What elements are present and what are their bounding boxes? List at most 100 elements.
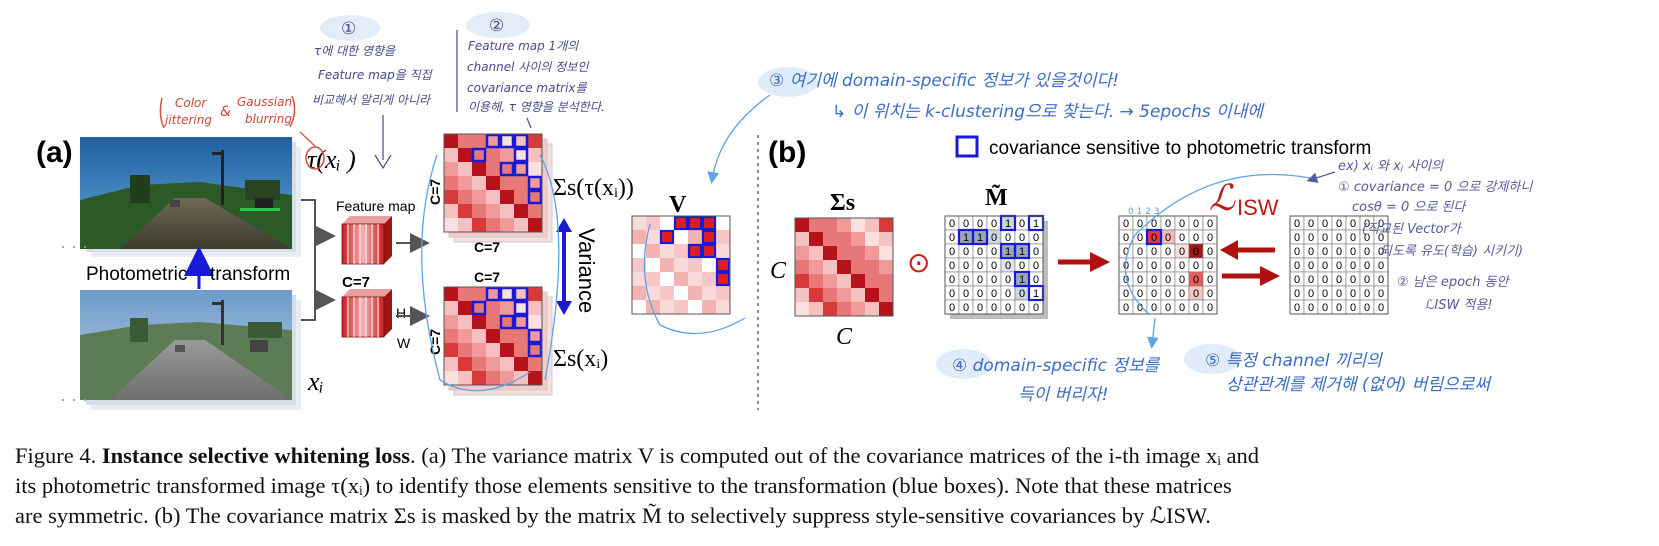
cov-bot-cell bbox=[458, 371, 472, 385]
sigma-cell bbox=[837, 274, 851, 288]
sigma-cell bbox=[851, 260, 865, 274]
v-matrix-cell bbox=[646, 216, 660, 230]
zero-value: 0 bbox=[1350, 232, 1356, 244]
red-arrow-right bbox=[1058, 252, 1110, 272]
panel-b-label: (b) bbox=[768, 136, 806, 169]
mask-sensitive-box bbox=[1013, 270, 1031, 288]
v-sensitive-box bbox=[701, 215, 717, 231]
cov-top-sensitive-box bbox=[499, 161, 515, 177]
svg-text:(직교된 Vector가: (직교된 Vector가 bbox=[1362, 222, 1463, 237]
feature-map-top bbox=[341, 216, 392, 265]
sigma-cell bbox=[823, 232, 837, 246]
cov-bot-cell bbox=[472, 301, 486, 315]
mask-value: 0 bbox=[963, 274, 969, 286]
mask-value: 0 bbox=[963, 246, 969, 258]
sigma-cell bbox=[809, 260, 823, 274]
zero-value: 0 bbox=[1308, 274, 1314, 286]
mask-value: 0 bbox=[991, 302, 997, 314]
svg-text:cosθ = 0 으로 된다: cosθ = 0 으로 된다 bbox=[1352, 200, 1467, 215]
zero-value: 0 bbox=[1364, 218, 1370, 230]
result-value: 0 bbox=[1207, 288, 1213, 300]
zero-value: 0 bbox=[1322, 260, 1328, 272]
cov-top-cell bbox=[472, 134, 486, 148]
sigma-cell bbox=[809, 246, 823, 260]
feature-map-h: H bbox=[396, 305, 406, 321]
mask-value: 0 bbox=[991, 288, 997, 300]
cov-bot-cell bbox=[514, 287, 528, 301]
v-sensitive-box bbox=[687, 243, 703, 259]
v-matrix-cell bbox=[646, 300, 660, 314]
v-matrix-cell bbox=[632, 216, 646, 230]
zero-value: 0 bbox=[1378, 232, 1384, 244]
result-value: 0 bbox=[1137, 218, 1143, 230]
legend-blue-box bbox=[955, 135, 979, 158]
sigma-cell bbox=[865, 260, 879, 274]
zero-value: 0 bbox=[1336, 288, 1342, 300]
zero-value: 0 bbox=[1294, 260, 1300, 272]
v-matrix-cell bbox=[674, 230, 688, 244]
v-matrix-cell bbox=[674, 272, 688, 286]
zero-value: 0 bbox=[1308, 232, 1314, 244]
result-value: 0 bbox=[1123, 246, 1129, 258]
zero-value: 0 bbox=[1336, 246, 1342, 258]
sigma-cell bbox=[851, 232, 865, 246]
svg-text:&: & bbox=[220, 104, 231, 120]
mask-value: 0 bbox=[1019, 232, 1025, 244]
sigma-tau-label: Σs(τ(xᵢ)) bbox=[553, 175, 634, 201]
mask-value: 0 bbox=[991, 218, 997, 230]
cov-bot-sensitive-box bbox=[527, 328, 543, 344]
v-matrix-cell bbox=[660, 286, 674, 300]
cov-bot-cell bbox=[500, 357, 514, 371]
cov-bot-cell bbox=[458, 357, 472, 371]
cov-top-sensitive-box bbox=[513, 161, 529, 177]
cov-top-cell bbox=[500, 190, 514, 204]
zero-value: 0 bbox=[1336, 260, 1342, 272]
v-matrix-cell bbox=[702, 286, 716, 300]
mask-value: 0 bbox=[977, 218, 983, 230]
mask-value: 0 bbox=[1033, 274, 1039, 286]
zero-value: 0 bbox=[1294, 288, 1300, 300]
sigma-cell bbox=[865, 246, 879, 260]
v-matrix-cell bbox=[674, 286, 688, 300]
zero-value: 0 bbox=[1364, 288, 1370, 300]
mask-value: 0 bbox=[963, 218, 969, 230]
mask-value: 0 bbox=[949, 288, 955, 300]
mask-value: 0 bbox=[1019, 288, 1025, 300]
photometric-label: Photometric bbox=[86, 264, 187, 285]
cov-bot-c-left: C=7 bbox=[427, 329, 443, 355]
cov-bot-cell bbox=[514, 343, 528, 357]
result-value: 0 bbox=[1151, 232, 1157, 244]
cov-bot-cell bbox=[486, 343, 500, 357]
feature-map-bottom bbox=[341, 289, 392, 338]
cov-bot-sensitive-box bbox=[499, 286, 515, 302]
cov-top-cell bbox=[444, 176, 458, 190]
v-matrix-cell bbox=[716, 286, 730, 300]
cov-top-cell bbox=[444, 134, 458, 148]
v-matrix-cell bbox=[660, 244, 674, 258]
zero-value: 0 bbox=[1378, 274, 1384, 286]
cov-top-cell bbox=[486, 176, 500, 190]
sigma-cell bbox=[879, 274, 893, 288]
result-value: 0 bbox=[1137, 288, 1143, 300]
svg-text:③ 여기에 domain-specific 정보가 있을것이: ③ 여기에 domain-specific 정보가 있을것이다! bbox=[769, 71, 1119, 91]
mask-matrix: 0 0 0 0 1 0 10 1 1 0 0 0 00 0 0 0 1 1 00 0 0 0 0 0 00 0 0 0 0 1 00 0 0 0 0… bbox=[944, 214, 1048, 319]
v-sensitive-box bbox=[701, 229, 717, 245]
m-tilde-label: M̃ bbox=[985, 185, 1008, 211]
cov-top-sensitive-box bbox=[471, 147, 487, 163]
mask-value: 1 bbox=[1033, 218, 1039, 230]
result-value: 0 bbox=[1207, 218, 1213, 230]
zero-value: 0 bbox=[1364, 302, 1370, 314]
cov-bot-cell bbox=[486, 315, 500, 329]
sigma-cell bbox=[809, 302, 823, 316]
cov-bot-cell bbox=[500, 315, 514, 329]
cov-top-sensitive-box bbox=[485, 133, 501, 149]
sigma-cell bbox=[837, 246, 851, 260]
zero-value: 0 bbox=[1350, 260, 1356, 272]
svg-text:이용해, τ 영향을 분석한다.: 이용해, τ 영향을 분석한다. bbox=[468, 100, 605, 114]
svg-text:jittering: jittering bbox=[163, 113, 212, 127]
mask-value: 0 bbox=[991, 260, 997, 272]
cov-top-cell bbox=[486, 148, 500, 162]
mask-value: 0 bbox=[977, 246, 983, 258]
zero-value: 0 bbox=[1294, 246, 1300, 258]
sigma-cell bbox=[795, 288, 809, 302]
